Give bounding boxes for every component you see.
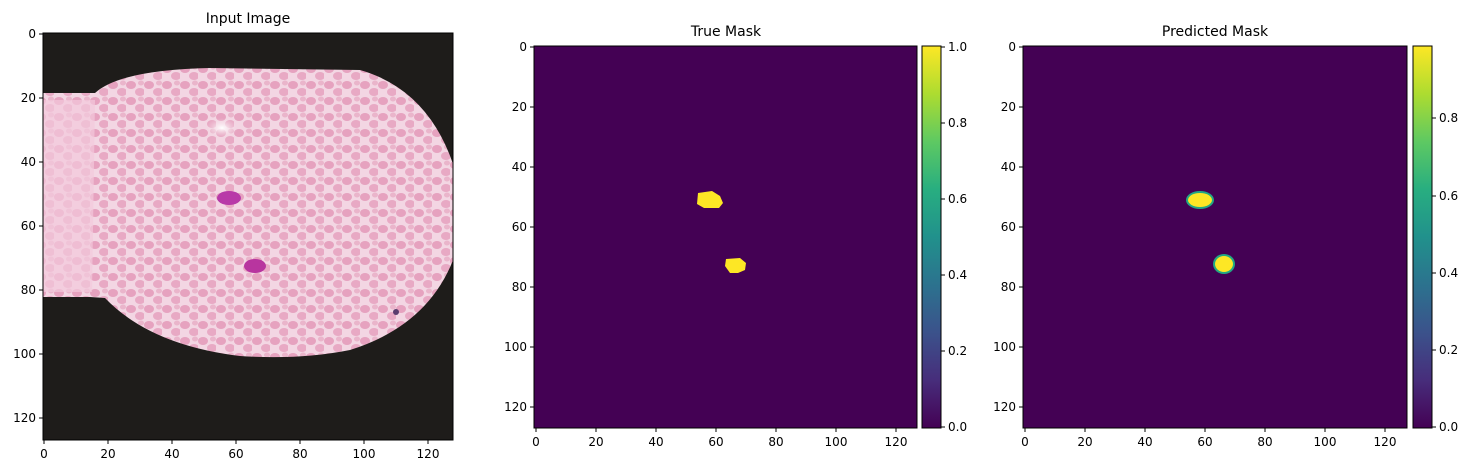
y-tick-label: 0 [28, 27, 36, 41]
x-tick-label: 100 [353, 447, 376, 461]
colorbar-tick-label: 0.0 [1439, 420, 1458, 434]
x-tick-label: 100 [825, 435, 848, 449]
panel-title: Input Image [206, 11, 291, 27]
x-tick-label: 80 [768, 435, 783, 449]
y-axis: 0 20 40 60 80 100 120 [504, 40, 534, 414]
x-tick-label: 60 [228, 447, 243, 461]
x-tick-label: 0 [532, 435, 540, 449]
x-tick-label: 120 [1374, 435, 1397, 449]
y-tick-label: 20 [1001, 100, 1016, 114]
x-tick-label: 80 [292, 447, 307, 461]
colorbar-tick-label: 0.4 [948, 268, 967, 282]
panel-true-mask: True Mask 0 20 40 60 80 100 120 0 20 [504, 24, 967, 449]
colorbar: 1.0 0.8 0.6 0.4 0.2 0.0 [922, 40, 967, 434]
predicted-mask-image [1023, 46, 1407, 428]
panel-predicted-mask: Predicted Mask 0 20 40 60 80 100 120 [993, 24, 1458, 449]
x-tick-label: 0 [1021, 435, 1029, 449]
y-tick-label: 40 [512, 160, 527, 174]
input-image [43, 33, 455, 440]
x-tick-label: 100 [1314, 435, 1337, 449]
x-axis: 0 20 40 60 80 100 120 [1021, 428, 1396, 449]
x-tick-label: 80 [1257, 435, 1272, 449]
colorbar-tick-label: 0.6 [1439, 189, 1458, 203]
colorbar-tick-label: 0.0 [948, 420, 967, 434]
colorbar-tick-label: 0.2 [1439, 343, 1458, 357]
x-tick-label: 40 [1137, 435, 1152, 449]
panel-title: True Mask [690, 24, 762, 40]
y-tick-label: 0 [1008, 40, 1016, 54]
y-tick-label: 100 [993, 340, 1016, 354]
colorbar: 0.8 0.6 0.4 0.2 0.0 [1413, 46, 1458, 434]
colorbar-tick-label: 0.8 [1439, 111, 1458, 125]
y-tick-label: 100 [504, 340, 527, 354]
y-tick-label: 40 [21, 155, 36, 169]
x-tick-label: 40 [164, 447, 179, 461]
x-tick-label: 120 [417, 447, 440, 461]
y-tick-label: 20 [512, 100, 527, 114]
true-mask-image [534, 46, 917, 428]
colorbar-tick-label: 1.0 [948, 40, 967, 54]
x-tick-label: 60 [708, 435, 723, 449]
y-tick-label: 80 [1001, 280, 1016, 294]
y-tick-label: 120 [504, 400, 527, 414]
y-tick-label: 20 [21, 91, 36, 105]
x-tick-label: 20 [1077, 435, 1092, 449]
panel-title: Predicted Mask [1162, 24, 1269, 40]
y-tick-label: 0 [519, 40, 527, 54]
colorbar-tick-label: 0.8 [948, 116, 967, 130]
panel-input-image: Input Image 0 20 40 60 80 100 120 [13, 11, 455, 461]
y-tick-label: 40 [1001, 160, 1016, 174]
x-tick-label: 40 [648, 435, 663, 449]
x-tick-label: 0 [40, 447, 48, 461]
y-tick-label: 120 [993, 400, 1016, 414]
y-axis: 0 20 40 60 80 100 120 [13, 27, 43, 425]
x-tick-label: 120 [885, 435, 908, 449]
y-tick-label: 60 [1001, 220, 1016, 234]
colorbar-tick-label: 0.6 [948, 192, 967, 206]
y-tick-label: 100 [13, 347, 36, 361]
y-tick-label: 80 [512, 280, 527, 294]
x-tick-label: 20 [100, 447, 115, 461]
y-tick-label: 60 [512, 220, 527, 234]
y-tick-label: 120 [13, 411, 36, 425]
x-tick-label: 60 [1197, 435, 1212, 449]
y-tick-label: 60 [21, 219, 36, 233]
y-axis: 0 20 40 60 80 100 120 [993, 40, 1023, 414]
colorbar-tick-label: 0.4 [1439, 266, 1458, 280]
x-axis: 0 20 40 60 80 100 120 [532, 428, 907, 449]
colorbar-tick-label: 0.2 [948, 344, 967, 358]
x-tick-label: 20 [588, 435, 603, 449]
y-tick-label: 80 [21, 283, 36, 297]
x-axis: 0 20 40 60 80 100 120 [40, 440, 439, 461]
